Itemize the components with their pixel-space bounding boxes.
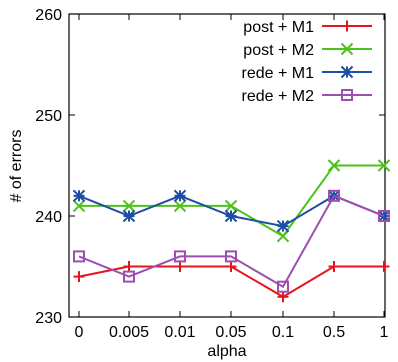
data-point <box>225 261 237 272</box>
data-point <box>123 270 135 283</box>
data-point <box>224 199 238 213</box>
series-post-m2 <box>72 159 391 243</box>
data-point <box>328 189 340 202</box>
legend-label: rede + M2 <box>242 88 315 105</box>
y-tick-label: 230 <box>35 310 62 327</box>
x-tick-label: 0.1 <box>272 324 294 341</box>
x-tick-label: 0.5 <box>323 324 345 341</box>
data-point <box>122 209 136 223</box>
legend-entry: rede + M1 <box>242 65 372 82</box>
legend-marker <box>340 42 354 56</box>
legend-label: post + M2 <box>243 42 314 59</box>
series-group <box>72 159 391 303</box>
series-rede-m1 <box>72 189 391 233</box>
data-point <box>377 159 391 172</box>
legend-entry: rede + M2 <box>242 88 372 105</box>
legend-label: post + M1 <box>243 19 314 36</box>
data-point <box>327 159 341 172</box>
data-point <box>123 261 135 272</box>
y-tick-label: 250 <box>35 108 62 125</box>
ticks-group: 230 240 250 260 0 0.005 0.01 0.05 0.1 0.5 1 <box>35 7 388 341</box>
legend-entry: post + M1 <box>243 19 372 36</box>
data-point <box>72 189 86 203</box>
data-point <box>224 209 238 223</box>
y-tick-label: 240 <box>35 209 62 226</box>
data-point <box>277 291 289 303</box>
data-point <box>173 189 187 203</box>
x-tick-label: 0.05 <box>215 324 246 341</box>
legend-marker <box>340 65 354 79</box>
x-tick-label: 0 <box>75 324 84 341</box>
data-point <box>73 271 85 283</box>
data-point <box>122 199 136 213</box>
data-point <box>378 210 390 222</box>
data-point <box>174 250 186 263</box>
data-point <box>173 199 187 213</box>
data-point <box>276 219 290 233</box>
data-point <box>328 261 340 272</box>
data-point <box>225 250 237 263</box>
legend-label: rede + M1 <box>242 65 315 82</box>
x-tick-label: 0.005 <box>109 324 149 341</box>
data-point <box>277 280 289 293</box>
x-axis-label: alpha <box>207 343 246 360</box>
legend-entry: post + M2 <box>243 42 372 59</box>
legend-marker <box>341 89 353 101</box>
data-point <box>174 261 186 272</box>
data-point <box>72 199 86 213</box>
legend-marker <box>341 20 353 32</box>
y-axis-label: # of errors <box>8 130 25 203</box>
x-tick-label: 0.01 <box>164 324 195 341</box>
y-tick-label: 260 <box>35 7 62 24</box>
legend: post + M1 post + M2 rede + M1 rede + M2 <box>242 19 372 105</box>
series-post-m1 <box>73 261 390 303</box>
series-line <box>78 194 385 289</box>
data-point <box>73 250 85 263</box>
data-point <box>378 261 390 272</box>
series-rede-m2 <box>73 189 390 293</box>
x-tick-label: 1 <box>380 324 389 341</box>
data-point <box>276 229 290 243</box>
